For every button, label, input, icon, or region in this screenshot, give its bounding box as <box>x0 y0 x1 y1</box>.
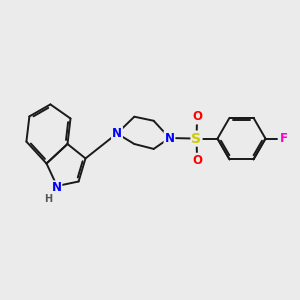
Text: F: F <box>280 132 288 145</box>
Text: N: N <box>112 127 122 140</box>
Text: N: N <box>51 181 62 194</box>
Text: O: O <box>192 110 202 124</box>
Text: H: H <box>44 194 53 204</box>
Text: O: O <box>192 154 202 167</box>
Text: N: N <box>164 131 175 145</box>
Text: S: S <box>191 132 202 145</box>
